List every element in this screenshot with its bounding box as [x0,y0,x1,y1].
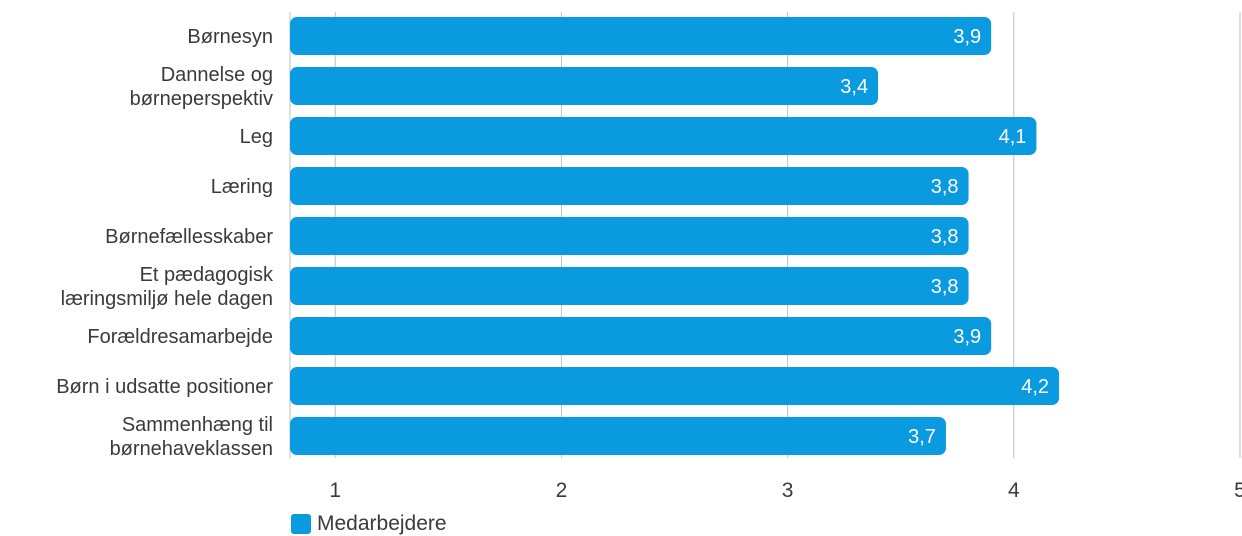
data-label: 4,1 [999,126,1027,148]
category-label: Sammenhæng til [122,414,273,436]
bar [290,17,992,55]
bar [290,267,969,305]
legend-swatch [291,514,311,534]
bars: 3,9 3,4 4,1 3,8 3,8 3,8 3,9 4,2 3,7 [290,17,1060,455]
legend-label: Medarbejdere [317,512,447,535]
bar [290,217,969,255]
x-tick-label: 4 [1008,479,1020,502]
bar [290,417,946,455]
category-label: Børn i udsatte positioner [56,376,273,398]
x-tick-label: 5 [1234,479,1242,502]
data-label: 3,8 [931,226,959,248]
bar [290,317,992,355]
legend: Medarbejdere [291,512,447,536]
category-label: Forældresamarbejde [87,326,273,348]
x-tick-label: 1 [329,479,341,502]
category-label: Læring [211,176,273,198]
x-tick-label: 3 [782,479,794,502]
bar [290,67,879,105]
category-label: børnehaveklassen [110,438,273,460]
data-label: 3,4 [840,76,868,98]
data-label: 3,8 [931,276,959,298]
category-label: børneperspektiv [130,88,273,110]
data-label: 3,7 [908,426,936,448]
bar [290,167,969,205]
category-label: Leg [240,126,273,148]
data-label: 3,9 [953,326,981,348]
category-label: læringsmiljø hele dagen [61,288,273,310]
data-label: 4,2 [1021,376,1049,398]
x-axis-ticks: 1 2 3 4 5 [329,479,1242,502]
category-label: Børnesyn [187,26,273,48]
category-label: Børnefællesskaber [105,226,273,248]
bar [290,117,1037,155]
bar [290,367,1060,405]
x-tick-label: 2 [556,479,568,502]
data-label: 3,9 [953,26,981,48]
category-label: Et pædagogisk [140,264,274,286]
data-label: 3,8 [931,176,959,198]
category-label: Dannelse og [161,64,273,86]
